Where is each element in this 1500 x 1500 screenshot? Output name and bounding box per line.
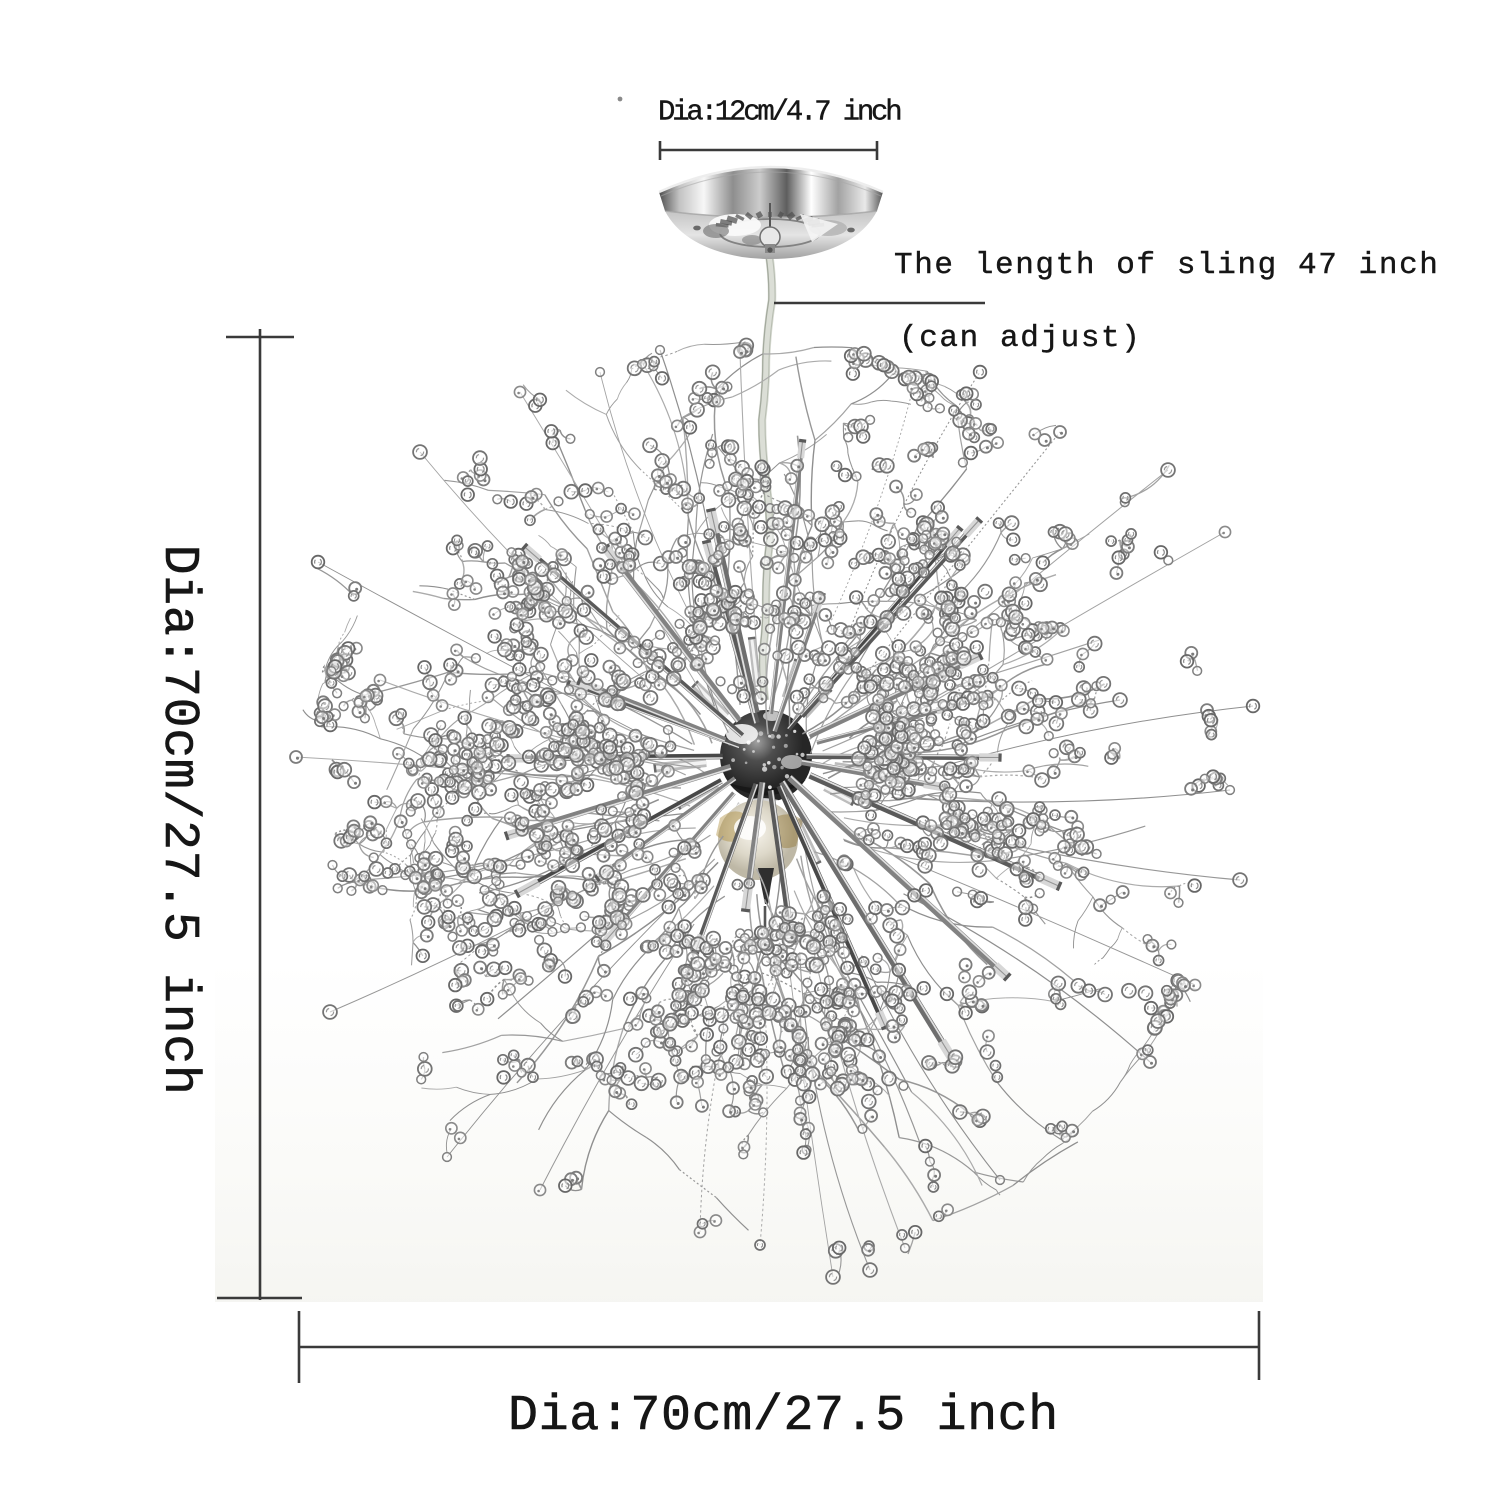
svg-text:The length of sling 47 inch: The length of sling 47 inch <box>894 248 1439 283</box>
svg-text:(can adjust): (can adjust) <box>899 321 1141 356</box>
svg-text:Dia:12cm/4.7 inch: Dia:12cm/4.7 inch <box>658 96 900 129</box>
svg-text:Dia:70cm/27.5 inch: Dia:70cm/27.5 inch <box>508 1388 1059 1445</box>
svg-text:Dia:70cm/27.5 inch: Dia:70cm/27.5 inch <box>150 545 207 1096</box>
